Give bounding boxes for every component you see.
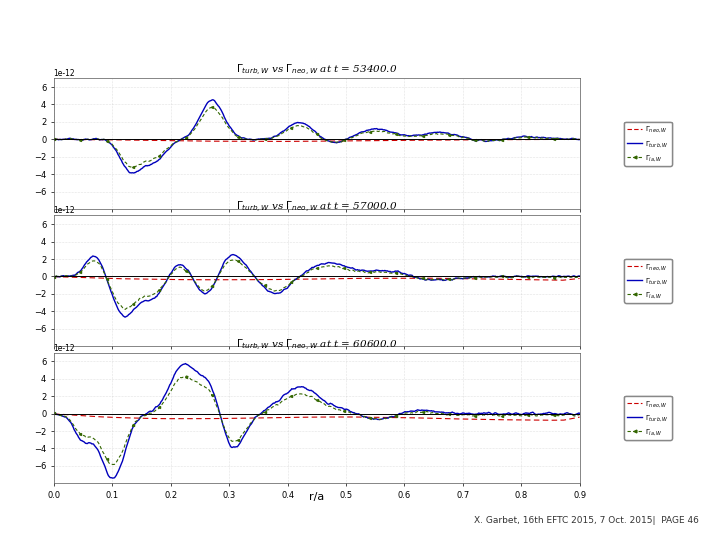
Text: Accumulation of tungsten: Accumulation of tungsten [140, 26, 464, 46]
Text: cea: cea [17, 23, 55, 42]
Text: r/a: r/a [309, 492, 325, 502]
Legend: $\Gamma_{neo,W}$, $\Gamma_{turb,W}$, $\Gamma_{la,W}$: $\Gamma_{neo,W}$, $\Gamma_{turb,W}$, $\G… [624, 396, 672, 440]
Legend: $\Gamma_{neo,W}$, $\Gamma_{turb,W}$, $\Gamma_{la,W}$: $\Gamma_{neo,W}$, $\Gamma_{turb,W}$, $\G… [624, 259, 672, 303]
Text: 1e-12: 1e-12 [53, 69, 75, 78]
Text: X. Garbet, 16th EFTC 2015, 7 Oct. 2015|  PAGE 46: X. Garbet, 16th EFTC 2015, 7 Oct. 2015| … [474, 516, 698, 525]
Text: 1e-12: 1e-12 [53, 206, 75, 215]
Title: $\mathit{\Gamma}_{turb,W}$ vs $\mathit{\Gamma}_{neo,W}$ at t = 60600.0: $\mathit{\Gamma}_{turb,W}$ vs $\mathit{\… [236, 338, 397, 353]
Text: 1e-12: 1e-12 [53, 343, 75, 353]
Title: $\mathit{\Gamma}_{turb,W}$ vs $\mathit{\Gamma}_{neo,W}$ at t = 57000.0: $\mathit{\Gamma}_{turb,W}$ vs $\mathit{\… [236, 200, 397, 215]
Legend: $\Gamma_{neo,W}$, $\Gamma_{turb,W}$, $\Gamma_{la,W}$: $\Gamma_{neo,W}$, $\Gamma_{turb,W}$, $\G… [624, 122, 672, 166]
Title: $\mathit{\Gamma}_{turb,W}$ vs $\mathit{\Gamma}_{neo,W}$ at t = 53400.0: $\mathit{\Gamma}_{turb,W}$ vs $\mathit{\… [236, 63, 397, 78]
